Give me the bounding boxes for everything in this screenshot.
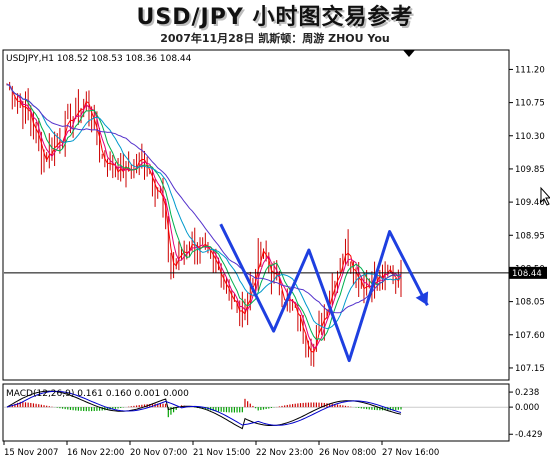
y-tick-label: 110.30 <box>515 132 545 142</box>
moving-average-line <box>6 83 402 353</box>
moving-average-line <box>6 83 402 314</box>
chart-subtitle: 2007年11月28日 凯斯顿：周游 ZHOU You <box>160 32 390 45</box>
macd-pane-frame <box>2 383 510 442</box>
macd-y-tick-label: 0.238 <box>515 388 539 398</box>
y-tick-label: 107.15 <box>515 364 545 374</box>
main-pane: 108.44 <box>4 81 547 367</box>
y-tick-label: 111.20 <box>515 65 545 75</box>
macd-line <box>6 390 402 430</box>
chart-title: USD/JPY 小时图交易参考 <box>136 5 414 30</box>
x-tick-label: 15 Nov 2007 <box>4 448 58 458</box>
axes: 111.20 110.75 110.30 109.85 109.40 108.95 108.… <box>3 65 545 458</box>
x-tick-label: 22 Nov 23:00 <box>256 448 313 458</box>
y-tick-label: 110.75 <box>515 99 545 109</box>
y-tick-label: 107.60 <box>515 331 545 341</box>
y-tick-label: 108.95 <box>515 231 545 241</box>
shift-marker-icon <box>403 50 415 57</box>
y-tick-label: 109.85 <box>515 165 545 175</box>
macd-signal-line <box>6 390 402 426</box>
current-price-badge <box>509 266 547 279</box>
y-tick-label: 108.05 <box>515 298 545 308</box>
moving-average-line <box>6 83 402 349</box>
macd-y-tick-label: -0.429 <box>515 430 542 440</box>
macd-info: MACD(12,26,9) 0.161 0.160 0.001 0.000 <box>6 389 189 399</box>
x-tick-label: 16 Nov 22:00 <box>67 448 124 458</box>
mouse-cursor-icon <box>540 186 550 206</box>
macd-pane <box>4 390 508 430</box>
y-tick-label: 108.50 <box>515 264 545 274</box>
macd-y-tick-label: 0.000 <box>515 403 539 413</box>
main-pane-frame <box>2 49 510 381</box>
x-tick-label: 27 Nov 16:00 <box>382 448 439 458</box>
symbol-info: USDJPY,H1 108.52 108.53 108.36 108.44 <box>6 54 192 64</box>
forecast-arrow-path <box>219 223 429 363</box>
current-price-label: 108.44 <box>512 269 542 279</box>
x-tick-label: 20 Nov 07:00 <box>130 448 187 458</box>
forecast-arrowhead-icon <box>415 291 429 306</box>
y-tick-label: 109.40 <box>515 198 545 208</box>
chart-header: USD/JPY 小时图交易参考 2007年11月28日 凯斯顿：周游 ZHOU … <box>0 0 550 46</box>
x-tick-label: 26 Nov 08:00 <box>319 448 376 458</box>
moving-average-line <box>6 83 402 341</box>
x-tick-label: 21 Nov 15:00 <box>193 448 250 458</box>
